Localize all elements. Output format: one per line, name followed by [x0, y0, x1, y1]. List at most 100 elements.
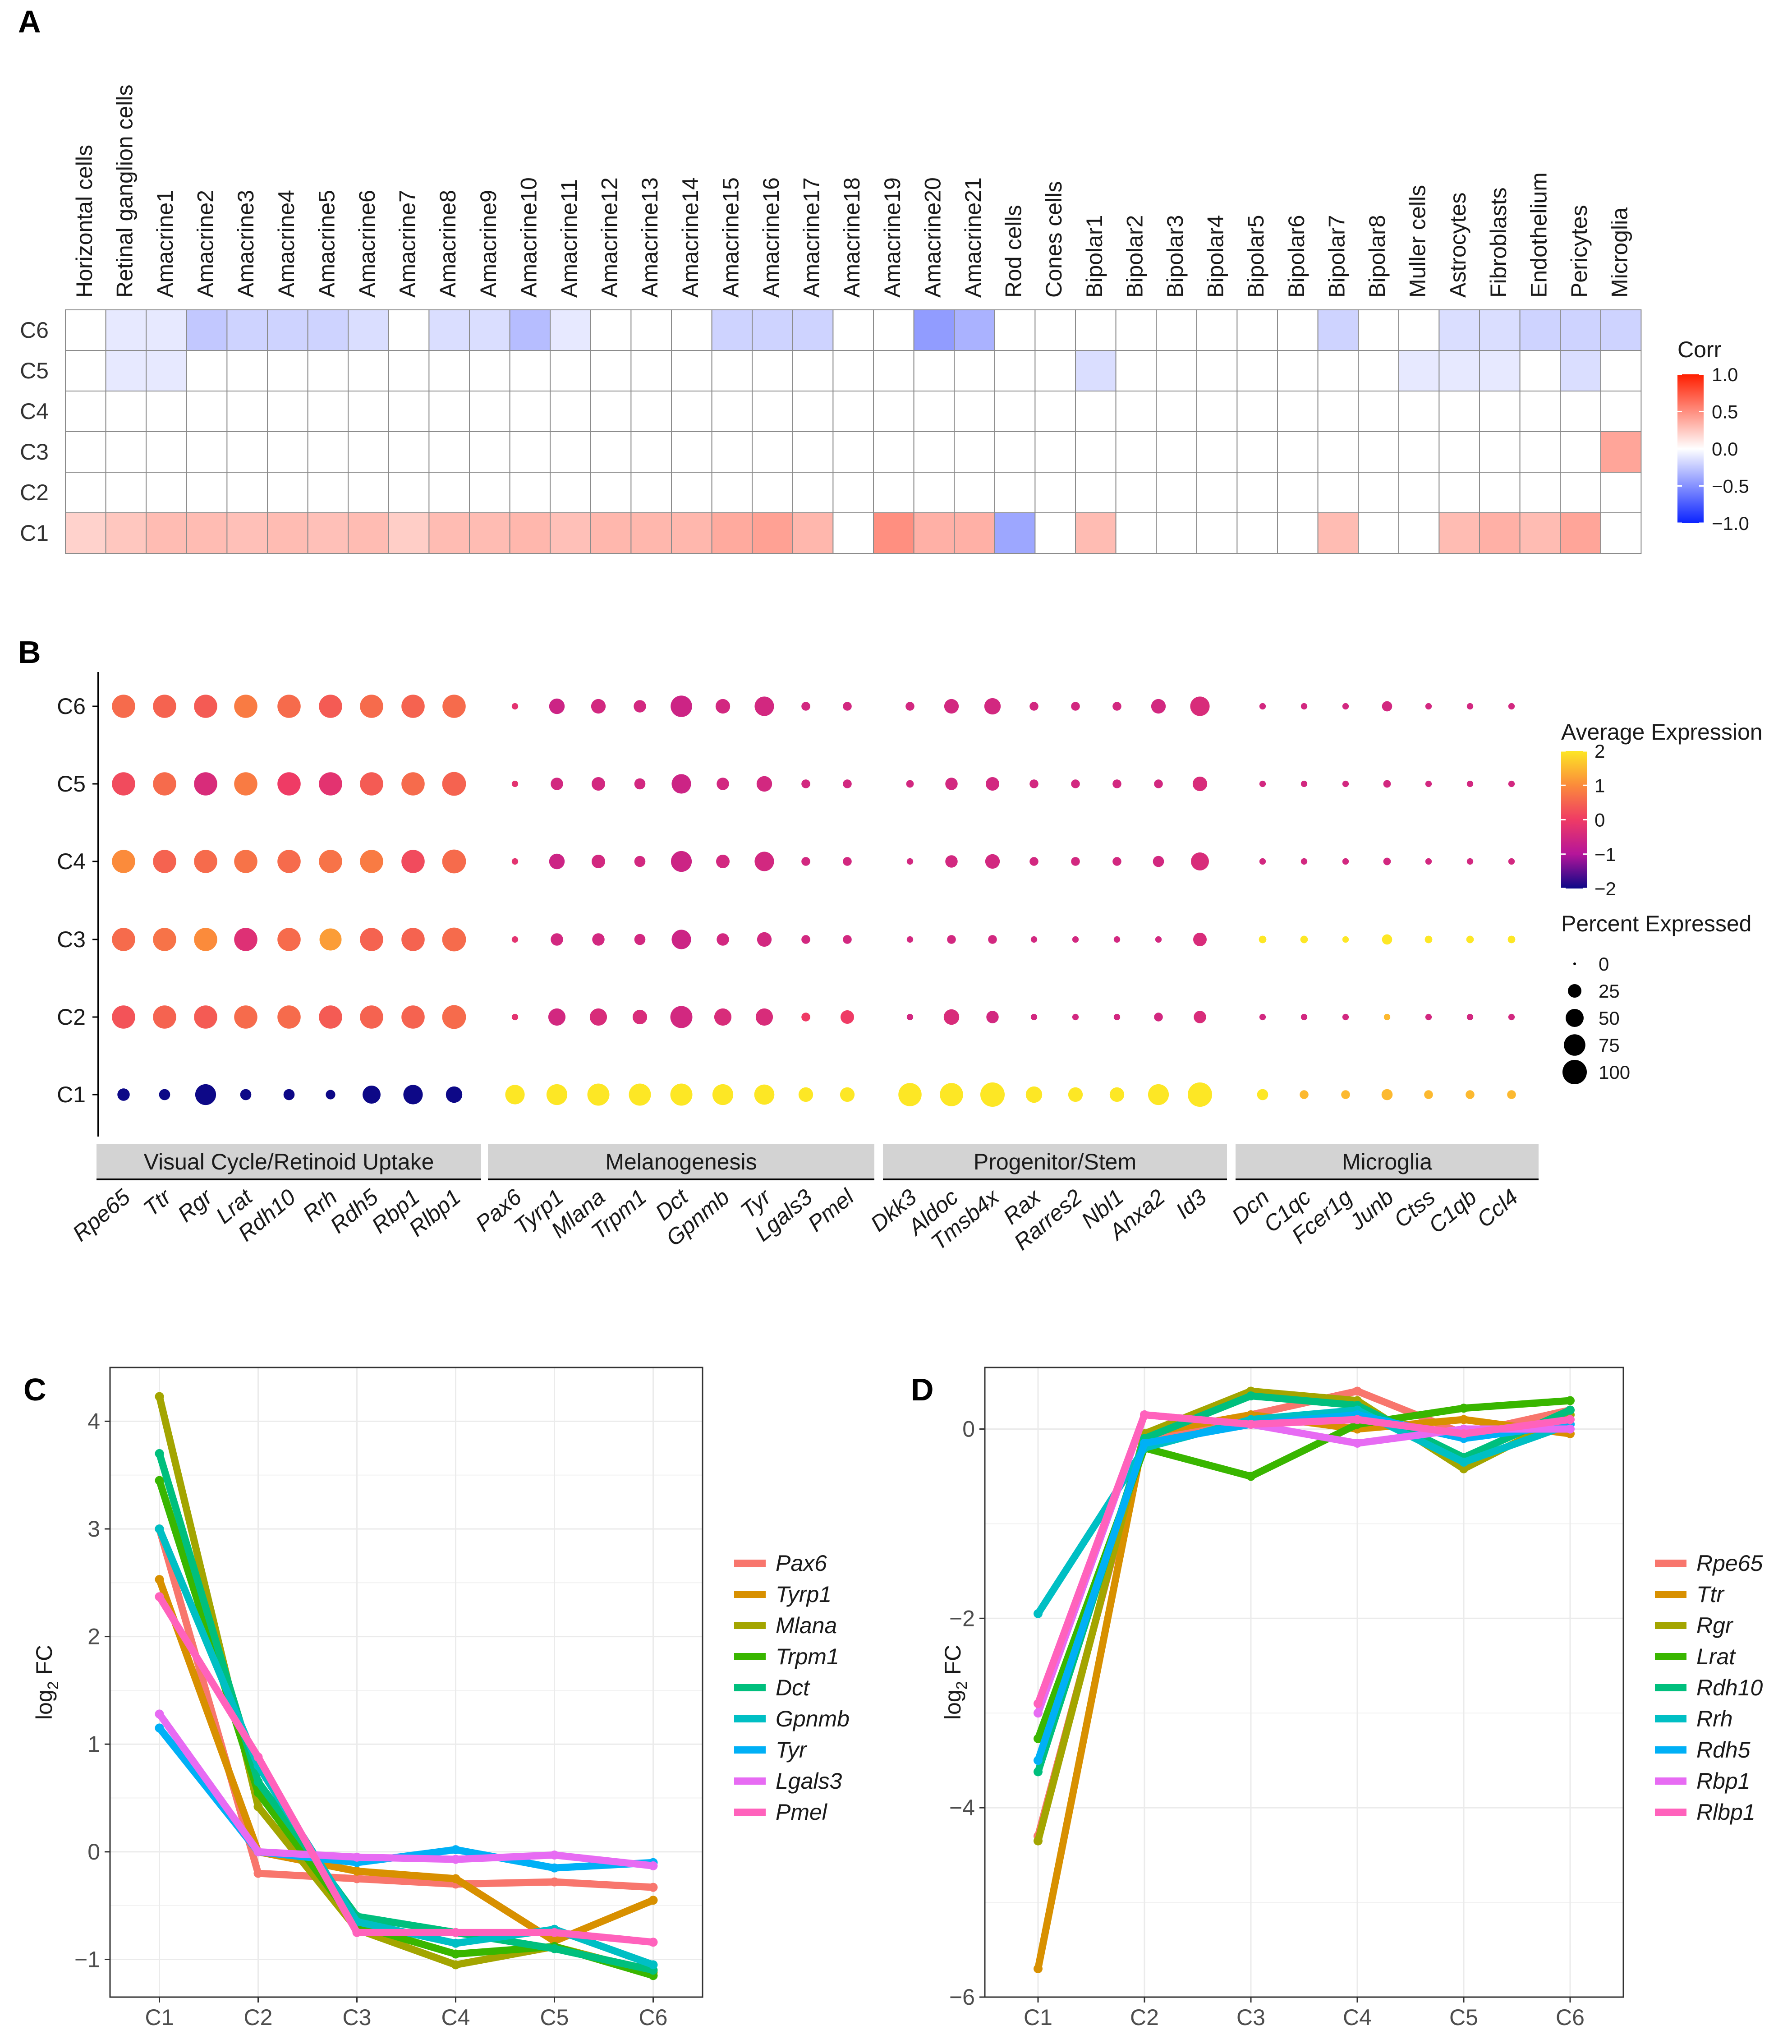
heatmap-cell-c6-amacrine18	[832, 309, 874, 351]
dot-c1-dcn	[1257, 1089, 1268, 1100]
percent-legend-label: 50	[1599, 1008, 1620, 1029]
group-strip-label-progenitor-stem: Progenitor/Stem	[974, 1149, 1136, 1174]
dot-c3-junb	[1382, 934, 1392, 945]
dot-c2-nbl1	[1113, 1013, 1121, 1021]
heatmap-cell-c5-amacrine14	[671, 350, 712, 391]
dot-c1-pmel	[840, 1087, 855, 1102]
dot-c2-dcn	[1259, 1013, 1266, 1021]
x-tick-label-c6: C6	[1556, 2005, 1585, 2030]
dot-c2-pax6	[511, 1013, 519, 1021]
data-point-pmel-c1	[155, 1592, 164, 1602]
dot-c6-mlana	[591, 699, 606, 714]
heatmap-cell-c2-rod-cells	[994, 472, 1036, 513]
dot-c4-rarres2	[1071, 857, 1080, 866]
panel-b-dotplot: C6 C5 C4 C3 C2 C1 Visual Cycle/Retinoid Uptake…	[57, 672, 1763, 1255]
data-point-pax6-c2	[253, 1869, 263, 1878]
dot-c4-c1qc	[1300, 858, 1308, 865]
heatmap-cell-c3-amacrine5	[307, 431, 349, 473]
dot-c5-dct	[671, 774, 691, 794]
heatmap-column-label-amacrine1: Amacrine1	[152, 190, 178, 298]
dot-c4-nbl1	[1112, 857, 1121, 866]
heatmap-column-label-muller-cells: Muller cells	[1405, 185, 1430, 298]
y-axis-title-subscript: 2	[953, 1681, 970, 1690]
dot-c3-aldoc	[947, 935, 956, 944]
corr-legend-title: Corr	[1677, 337, 1721, 362]
data-point-rbp1-c4	[1353, 1438, 1362, 1448]
group-strip-label-visual-cycle-retinoid-uptake: Visual Cycle/Retinoid Uptake	[144, 1149, 434, 1174]
data-point-lgals3-c1	[155, 1709, 164, 1719]
dot-c5-tmsb4x	[986, 777, 999, 791]
corr-legend-tick-label: 0.0	[1712, 438, 1738, 460]
dot-c5-rrh	[319, 772, 342, 796]
heatmap-cell-c6-horizontal-cells	[65, 309, 106, 351]
heatmap-cell-c3-retinal-ganglion-cells	[105, 431, 147, 473]
percent-legend-dot	[1564, 1034, 1585, 1056]
heatmap-cell-c3-amacrine11	[550, 431, 591, 473]
dot-c1-tyrp1	[546, 1084, 568, 1105]
heatmap-cell-c3-microglia	[1600, 431, 1642, 473]
dot-c1-lgals3	[798, 1087, 813, 1102]
heatmap-cell-c3-amacrine21	[954, 431, 995, 473]
dot-c4-rlbp1	[442, 849, 466, 874]
x-tick-label-c1: C1	[1024, 2005, 1052, 2030]
dot-c4-dct	[671, 851, 692, 872]
heatmap-cell-c6-bipolar2	[1115, 309, 1157, 351]
legend-label-rpe65: Rpe65	[1696, 1551, 1763, 1576]
heatmap-cell-c1-amacrine15	[711, 512, 753, 554]
data-point-rdh5-c2	[1140, 1438, 1149, 1448]
data-point-pmel-c3	[352, 1928, 362, 1937]
dot-c5-rdh5	[360, 772, 383, 796]
y-tick-label: 2	[87, 1624, 100, 1649]
legend-label-ttr: Ttr	[1696, 1582, 1725, 1607]
heatmap-column-label-amacrine9: Amacrine9	[476, 190, 501, 298]
percent-legend-dot	[1573, 962, 1576, 965]
data-point-lrat-c6	[1566, 1396, 1575, 1405]
dot-c5-pmel	[843, 779, 852, 788]
heatmap-cell-c2-amacrine20	[913, 472, 955, 513]
y-tick-label: 0	[962, 1416, 975, 1441]
heatmap-cell-c1-bipolar1	[1075, 512, 1117, 554]
legend-label-gpnmb: Gpnmb	[776, 1706, 850, 1731]
heatmap-cell-c1-astrocytes	[1438, 512, 1480, 554]
heatmap-cell-c6-endothelium	[1519, 309, 1561, 351]
data-point-gpnmb-c1	[155, 1524, 164, 1533]
dot-c3-dcn	[1259, 935, 1267, 944]
heatmap-column-label-amacrine5: Amacrine5	[314, 190, 339, 298]
data-point-tyrp1-c3	[352, 1866, 362, 1876]
data-point-lgals3-c6	[648, 1861, 658, 1870]
heatmap-column-label-amacrine17: Amacrine17	[799, 177, 824, 298]
heatmap-cell-c3-pericytes	[1560, 431, 1601, 473]
heatmap-cell-c5-amacrine17	[792, 350, 834, 391]
dot-c6-lgals3	[801, 702, 810, 711]
heatmap-cell-c4-bipolar1	[1075, 391, 1117, 432]
dot-c6-rdh5	[360, 695, 383, 718]
x-tick-label-c2: C2	[244, 2005, 273, 2030]
dot-c4-anxa2	[1153, 856, 1164, 867]
data-point-gpnmb-c4	[451, 1938, 460, 1948]
corr-legend-tick-label: 1.0	[1712, 364, 1738, 385]
percent-legend-label: 0	[1599, 953, 1609, 975]
dotplot-row-label-c4: C4	[57, 849, 86, 874]
dot-c4-lrat	[234, 850, 257, 873]
dot-c6-ctss	[1425, 703, 1432, 710]
heatmap-cell-c1-bipolar5	[1236, 512, 1278, 554]
data-point-tyr-c4	[451, 1845, 460, 1855]
expression-legend-tick-label: 1	[1594, 775, 1605, 796]
dot-c5-ccl4	[1508, 780, 1515, 787]
heatmap-cell-c6-fibroblasts	[1479, 309, 1521, 351]
dot-c3-id3	[1193, 933, 1207, 946]
dot-c2-rbp1	[401, 1005, 425, 1029]
x-tick-label-c5: C5	[1449, 2005, 1478, 2030]
percent-legend-label: 75	[1599, 1035, 1620, 1056]
x-tick-label-c4: C4	[1343, 2005, 1372, 2030]
dot-c1-mlana	[587, 1083, 610, 1106]
heatmap-cell-c4-rod-cells	[994, 391, 1036, 432]
y-tick-label: 0	[87, 1839, 100, 1864]
heatmap-cell-c1-amacrine9	[469, 512, 510, 554]
dot-c4-gpnmb	[716, 855, 730, 868]
dot-c1-nbl1	[1109, 1087, 1125, 1102]
dot-c3-rbp1	[401, 928, 425, 951]
dot-c6-nbl1	[1112, 702, 1121, 711]
x-tick-label-c4: C4	[441, 2005, 470, 2030]
heatmap-cell-c3-amacrine9	[469, 431, 510, 473]
